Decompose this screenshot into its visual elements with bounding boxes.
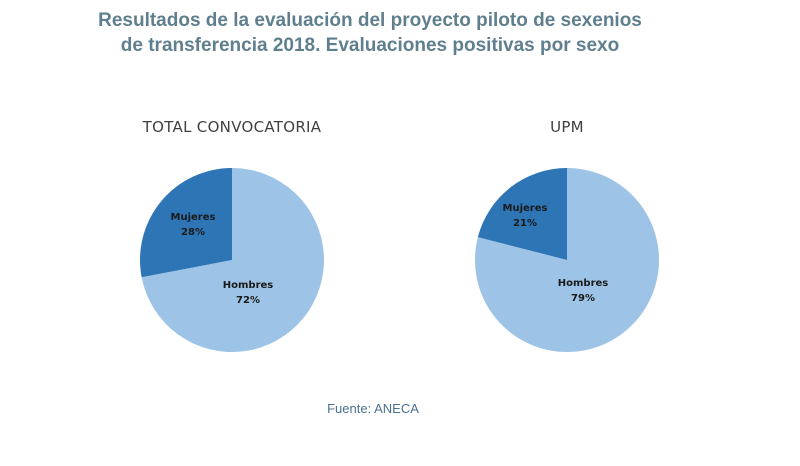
pie-slice-mujeres xyxy=(140,168,232,278)
pie-slice-mujeres xyxy=(477,168,567,260)
label-mujeres-total: Mujeres 28% xyxy=(153,210,233,240)
pie-title-upm: UPM xyxy=(550,118,584,136)
label-category: Hombres xyxy=(222,280,274,291)
label-category: Mujeres xyxy=(502,203,548,214)
label-value: 21% xyxy=(513,218,537,229)
source-note: Fuente: ANECA xyxy=(327,401,419,416)
main-title: Resultados de la evaluación del proyecto… xyxy=(0,8,740,58)
label-value: 72% xyxy=(236,295,260,306)
label-value: 79% xyxy=(571,293,595,304)
pie-slice-hombres xyxy=(141,168,324,352)
label-mujeres-upm: Mujeres 21% xyxy=(485,201,565,231)
label-value: 28% xyxy=(181,227,205,238)
title-line-2: de transferencia 2018. Evaluaciones posi… xyxy=(120,35,620,56)
label-hombres-upm: Hombres 79% xyxy=(543,276,623,306)
label-hombres-total: Hombres 72% xyxy=(208,278,288,308)
label-category: Hombres xyxy=(557,278,609,289)
label-category: Mujeres xyxy=(170,212,216,223)
title-line-1: Resultados de la evaluación del proyecto… xyxy=(98,10,642,31)
pie-title-total: TOTAL CONVOCATORIA xyxy=(142,118,322,136)
